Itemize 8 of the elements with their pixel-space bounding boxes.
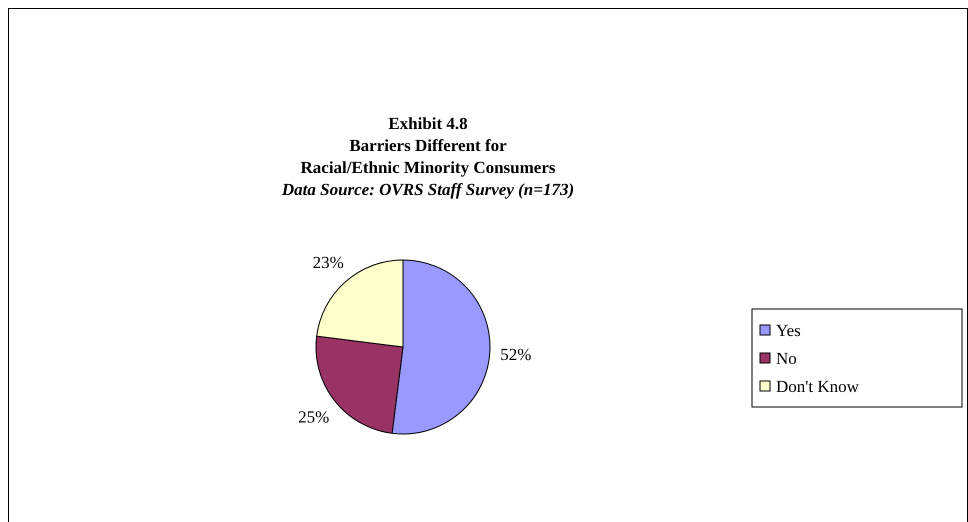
legend-label: Yes — [776, 321, 801, 340]
legend-label: No — [776, 349, 797, 368]
data-label: 25% — [298, 407, 330, 426]
legend-label: Don't Know — [776, 377, 860, 396]
data-label: 52% — [500, 345, 532, 364]
chart-subtitle: Data Source: OVRS Staff Survey (n=173) — [280, 180, 574, 199]
chart-title: Exhibit 4.8 Barriers Different for Racial/Ethnic Minority Consumers — [300, 114, 556, 177]
data-label: 23% — [312, 253, 344, 272]
